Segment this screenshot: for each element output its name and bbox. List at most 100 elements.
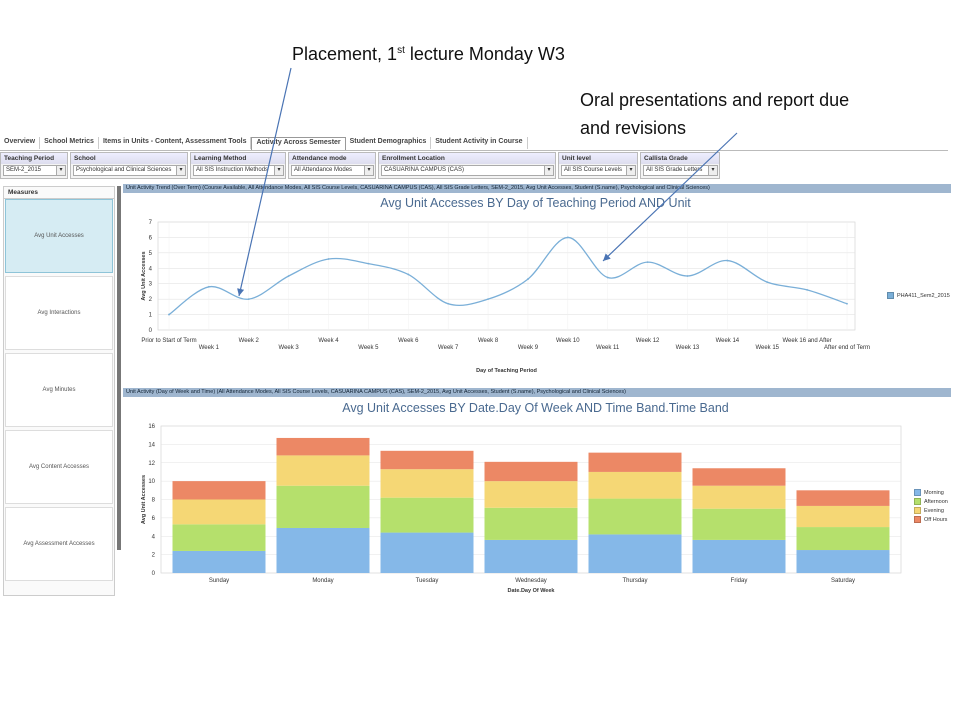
bar-segment-morning	[692, 539, 786, 573]
chevron-down-icon[interactable]: ▾	[56, 165, 66, 176]
bar-segment-off-hours	[172, 481, 266, 500]
chevron-down-icon[interactable]: ▾	[364, 165, 374, 176]
bar-segment-off-hours	[692, 468, 786, 486]
x-tick-label: Sunday	[209, 578, 229, 584]
y-tick-label: 1	[149, 313, 153, 319]
x-tick-label: Week 2	[239, 338, 260, 344]
measure-avg-minutes[interactable]: Avg Minutes	[5, 353, 113, 427]
filter-attendance-mode: Attendance mode All Attendance Modes ▾	[288, 152, 376, 179]
filter-enrollment-location: Enrollment Location CASUARINA CAMPUS (CAS…	[378, 152, 556, 179]
legend-label: Morning	[924, 489, 944, 496]
tab-student-demographics[interactable]: Student Demographics	[346, 137, 432, 149]
data-point	[646, 261, 649, 264]
stacked-bar-chart: 0 2 4 6 8 10 12 14 16 Sunday Monday Tuesday Wednesda…	[141, 424, 902, 594]
y-tick-label: 0	[149, 328, 153, 334]
line-chart-legend: PHA411_Sem2_2015	[887, 291, 950, 300]
annotation-oral-line1: Oral presentations and report due	[580, 90, 850, 110]
filter-title: School	[71, 153, 187, 164]
legend-item[interactable]: Evening	[914, 506, 948, 515]
filter-learning-method: Learning Method All SIS Instruction Metho…	[190, 152, 286, 179]
bar-chart-title: Avg Unit Accesses BY Date.Day Of Week AN…	[342, 401, 729, 415]
measure-avg-interactions[interactable]: Avg Interactions	[5, 276, 113, 350]
data-point	[846, 302, 848, 305]
x-tick-label: Wednesday	[515, 578, 547, 584]
bar-segment-morning	[796, 550, 890, 573]
bar-segment-evening	[276, 455, 370, 486]
bar-segment-afternoon	[380, 497, 474, 533]
y-tick-label: 2	[152, 553, 156, 559]
x-tick-label: Week 15	[755, 345, 779, 351]
tab-school-metrics[interactable]: School Metrics	[40, 137, 99, 149]
bar-segment-off-hours	[796, 490, 890, 506]
x-tick-label: Week 16 and After	[782, 338, 831, 344]
bar-panel-header[interactable]: Unit Activity (Day of Week and Time) (Al…	[123, 388, 951, 397]
series-line-pha411	[168, 236, 848, 316]
measure-avg-unit-accesses[interactable]: Avg Unit Accesses	[5, 199, 113, 273]
measure-avg-content-accesses[interactable]: Avg Content Accesses	[5, 430, 113, 504]
x-tick-label: After end of Term	[824, 345, 870, 351]
bar-segment-off-hours	[276, 437, 370, 456]
y-axis-label: Avg Unit Accesses	[141, 475, 147, 524]
legend-item[interactable]: Afternoon	[914, 497, 948, 506]
filter-title: Callista Grade	[641, 153, 719, 164]
y-tick-label: 0	[152, 571, 156, 577]
legend-item[interactable]: PHA411_Sem2_2015	[887, 291, 950, 300]
bar-segment-evening	[484, 481, 578, 508]
bar-segment-afternoon	[588, 498, 682, 535]
bar-segment-evening	[588, 471, 682, 499]
data-point	[287, 275, 290, 277]
measures-title: Measures	[4, 187, 114, 199]
y-tick-label: 6	[149, 235, 153, 241]
arrow-oral	[602, 132, 738, 262]
chevron-down-icon[interactable]: ▾	[176, 165, 186, 176]
bar-segment-afternoon	[172, 524, 266, 551]
bar-segment-morning	[172, 550, 266, 573]
data-point	[207, 285, 210, 288]
bar-segment-evening	[380, 469, 474, 498]
bar-segment-evening	[796, 505, 890, 528]
x-axis-label: Date.Day Of Week	[508, 588, 556, 594]
bar-segment-afternoon	[276, 485, 370, 528]
legend-label: Evening	[924, 507, 944, 514]
data-point	[527, 278, 529, 280]
data-point	[726, 259, 729, 262]
bar-segment-off-hours	[588, 452, 682, 472]
measure-avg-assessment-accesses[interactable]: Avg Assessment Accesses	[5, 507, 113, 581]
data-point	[407, 273, 410, 276]
legend-swatch	[914, 489, 921, 496]
line-panel-header[interactable]: Unit Activity Trend (Over Term) (Course …	[123, 184, 951, 193]
bar-segment-off-hours	[380, 450, 474, 470]
measures-panel: Measures Avg Unit Accesses Avg Interactio…	[3, 186, 115, 596]
legend-swatch	[914, 516, 921, 523]
bar-segment-morning	[588, 534, 682, 573]
x-axis-label: Day of Teaching Period	[476, 368, 537, 374]
y-tick-label: 8	[152, 498, 156, 504]
legend-swatch	[914, 498, 921, 505]
annotation-oral-presentations: Oral presentations and report due and re…	[580, 86, 849, 142]
chevron-down-icon[interactable]: ▾	[544, 165, 554, 176]
legend-item[interactable]: Off Hours	[914, 515, 948, 524]
legend-label: PHA411_Sem2_2015	[897, 292, 950, 299]
filter-title: Unit level	[559, 153, 637, 164]
filter-title: Teaching Period	[1, 153, 67, 164]
filter-title: Enrollment Location	[379, 153, 555, 164]
line-chart-title: Avg Unit Accesses BY Day of Teaching Per…	[380, 196, 691, 210]
legend-item[interactable]: Morning	[914, 488, 948, 497]
y-tick-label: 3	[149, 282, 153, 288]
panel-splitter[interactable]	[117, 186, 121, 550]
chevron-down-icon[interactable]: ▾	[708, 165, 718, 176]
x-tick-label: Week 6	[398, 338, 419, 344]
x-tick-label: Tuesday	[416, 578, 439, 584]
y-tick-label: 7	[149, 220, 153, 226]
data-point	[487, 298, 489, 301]
plot-area	[157, 221, 856, 331]
filter-title: Attendance mode	[289, 153, 375, 164]
tab-overview[interactable]: Overview	[0, 137, 41, 149]
chevron-down-icon[interactable]: ▾	[274, 165, 284, 176]
tab-student-activity-in-course[interactable]: Student Activity in Course	[431, 137, 528, 149]
chevron-down-icon[interactable]: ▾	[626, 165, 636, 176]
bar-segment-afternoon	[484, 507, 578, 540]
y-tick-label: 14	[148, 442, 155, 448]
tab-items-in-units-content-assessment-tools[interactable]: Items in Units - Content, Assessment Too…	[99, 137, 252, 149]
